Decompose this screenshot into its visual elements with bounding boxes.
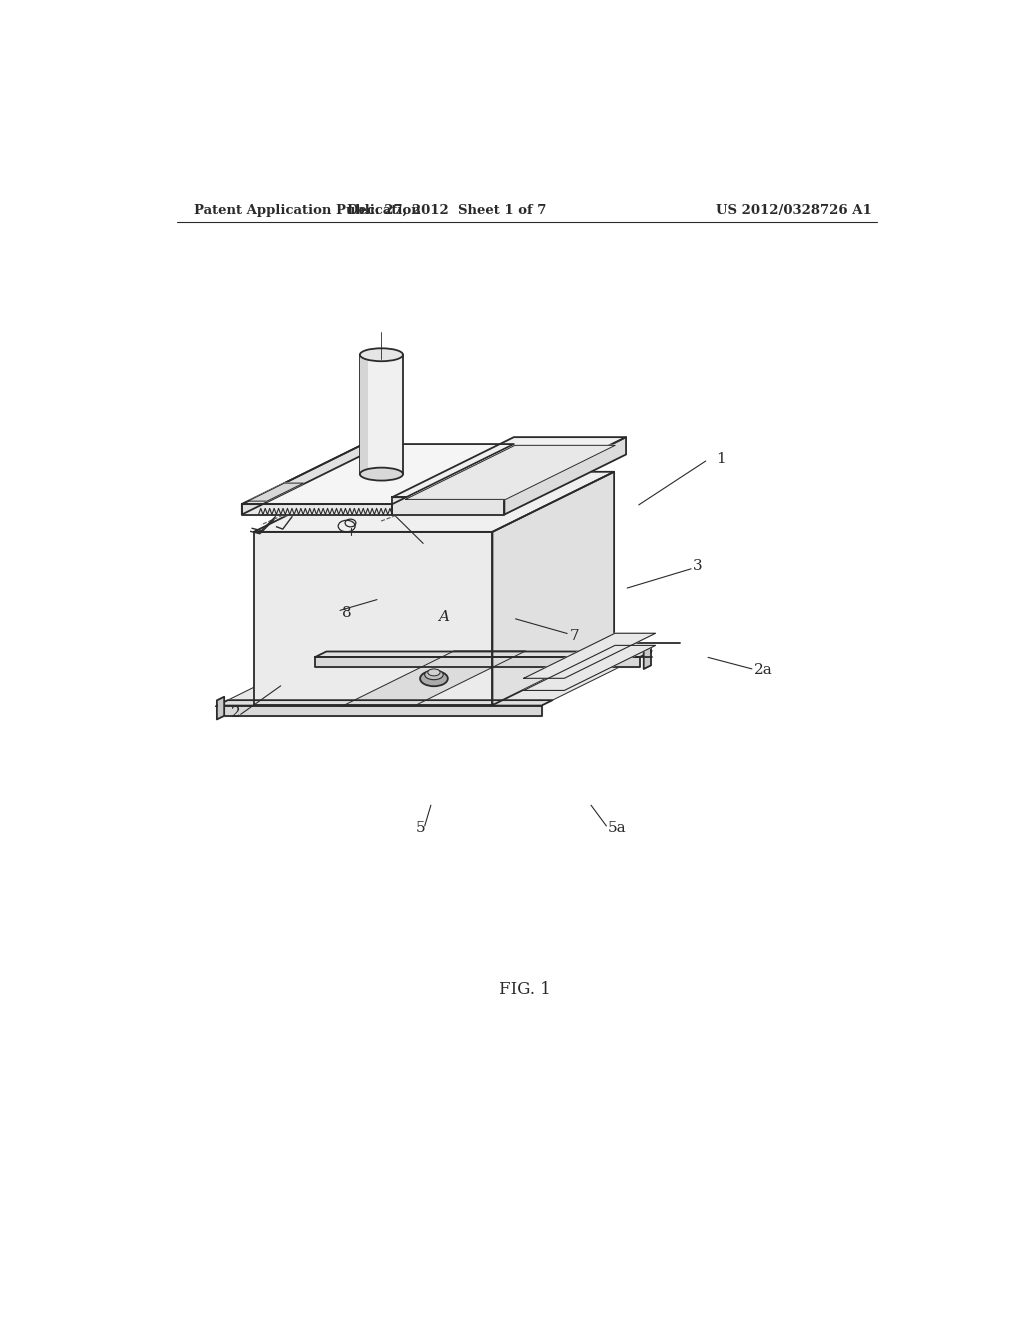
Polygon shape	[242, 444, 364, 515]
Polygon shape	[216, 651, 652, 706]
Ellipse shape	[425, 669, 443, 680]
Polygon shape	[644, 647, 651, 669]
Polygon shape	[406, 445, 615, 499]
Text: A: A	[438, 610, 450, 623]
Text: 6: 6	[354, 475, 364, 488]
Bar	[359, 355, 403, 474]
Polygon shape	[392, 498, 505, 515]
Polygon shape	[505, 437, 626, 515]
Text: 1: 1	[716, 451, 726, 466]
Polygon shape	[523, 645, 655, 690]
Ellipse shape	[428, 669, 440, 676]
Polygon shape	[217, 700, 553, 706]
Ellipse shape	[420, 671, 447, 686]
Ellipse shape	[359, 467, 403, 480]
Text: 8: 8	[342, 606, 352, 619]
Ellipse shape	[359, 348, 403, 362]
Polygon shape	[248, 483, 303, 502]
Text: 2a: 2a	[755, 664, 773, 677]
Text: US 2012/0328726 A1: US 2012/0328726 A1	[716, 205, 871, 218]
Polygon shape	[315, 652, 651, 657]
Text: FIG. 1: FIG. 1	[499, 982, 551, 998]
Polygon shape	[242, 444, 514, 504]
Polygon shape	[217, 706, 542, 715]
Polygon shape	[392, 437, 626, 498]
Polygon shape	[523, 634, 655, 678]
Text: 5: 5	[416, 821, 425, 836]
Text: Patent Application Publication: Patent Application Publication	[194, 205, 421, 218]
Text: 3: 3	[692, 560, 702, 573]
Polygon shape	[254, 532, 493, 705]
Text: 2: 2	[230, 706, 241, 719]
Polygon shape	[242, 504, 392, 515]
Text: 5a: 5a	[608, 821, 627, 836]
Polygon shape	[342, 651, 525, 706]
Polygon shape	[315, 657, 640, 668]
Polygon shape	[217, 697, 224, 719]
Text: Dec. 27, 2012  Sheet 1 of 7: Dec. 27, 2012 Sheet 1 of 7	[346, 205, 546, 218]
Polygon shape	[493, 471, 614, 705]
Text: 7: 7	[569, 628, 580, 643]
Polygon shape	[254, 471, 614, 532]
Bar	[359, 355, 369, 474]
